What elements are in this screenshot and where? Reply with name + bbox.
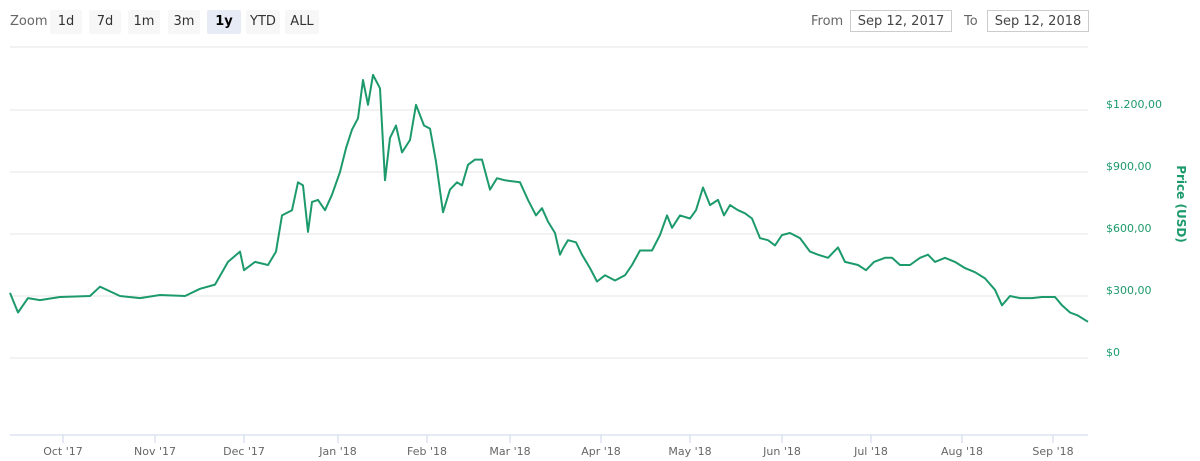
zoom-1y-button[interactable]: 1y [207,10,241,34]
y-tick-label: $900,00 [1106,160,1152,173]
from-label: From [811,14,844,29]
x-tick-label: Jan '18 [318,445,356,458]
y-tick-label: $1.200,00 [1106,98,1162,111]
x-tick-label: Dec '17 [223,445,265,458]
to-label: To [964,14,978,29]
zoom-3m-button[interactable]: 3m [168,10,200,34]
y-tick-label: $300,00 [1106,284,1152,297]
zoom-7d-button[interactable]: 7d [89,10,121,34]
toolbar: Zoom 1d 7d 1m 3m 1y YTD ALL From Sep 12,… [0,0,1200,44]
x-tick-label: Sep '18 [1032,445,1073,458]
x-tick-label: Mar '18 [489,445,530,458]
y-axis-labels: $0 $300,00 $600,00 $900,00 $1.200,00 [1106,98,1162,359]
to-date-input[interactable]: Sep 12, 2018 [987,10,1089,32]
x-tick-label: Aug '18 [941,445,983,458]
zoom-all-button[interactable]: ALL [285,10,319,34]
x-tick-label: Nov '17 [134,445,176,458]
zoom-label: Zoom [10,14,48,29]
x-tick-label: Jul '18 [853,445,888,458]
from-date-input[interactable]: Sep 12, 2017 [850,10,952,32]
x-axis-labels: Oct '17 Nov '17 Dec '17 Jan '18 Feb '18 Mar '… [43,435,1074,458]
y-tick-label: $0 [1106,346,1120,359]
zoom-1d-button[interactable]: 1d [50,10,82,34]
grid-lines [10,46,1088,359]
x-tick-label: Feb '18 [407,445,447,458]
y-axis-title: Price (USD) [1174,165,1188,243]
zoom-1m-button[interactable]: 1m [128,10,160,34]
zoom-ytd-button[interactable]: YTD [246,10,280,34]
y-tick-label: $600,00 [1106,222,1152,235]
x-tick-label: Oct '17 [43,445,83,458]
price-line[interactable] [9,73,1089,323]
x-tick-label: Apr '18 [581,445,621,458]
x-tick-label: Jun '18 [762,445,801,458]
x-tick-label: May '18 [668,445,711,458]
